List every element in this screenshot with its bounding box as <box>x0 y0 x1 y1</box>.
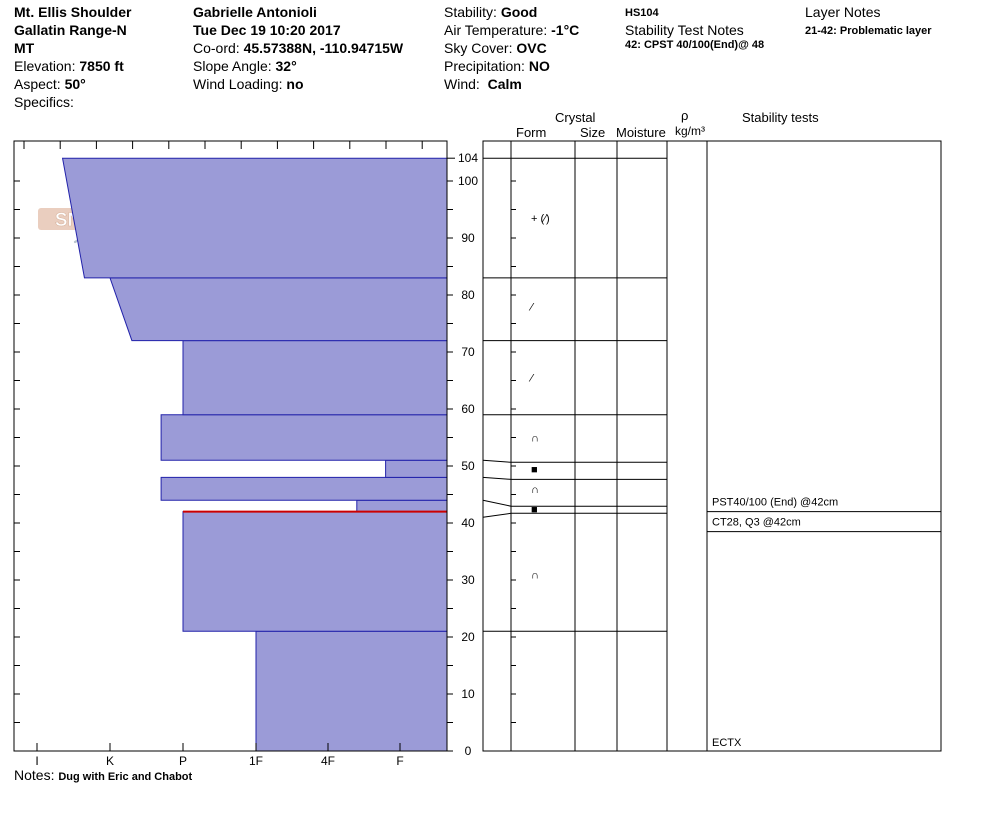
slope-angle: Slope Angle: 32° <box>193 58 297 74</box>
wind-loading: Wind Loading: no <box>193 76 304 92</box>
layer-notes-text: 21-42: Problematic layer <box>805 25 932 37</box>
layers-table-frame <box>482 140 942 752</box>
density-unit: kg/m³ <box>675 124 705 138</box>
aspect: Aspect: 50° <box>14 76 86 92</box>
hardness-tick-label: P <box>179 754 187 768</box>
layer-connector <box>482 459 512 463</box>
crystal-form-symbol: ⁄ <box>528 301 535 313</box>
hardness-layer-bar <box>61 157 448 279</box>
air-temperature: Air Temperature: -1°C <box>444 22 580 38</box>
hardness-tick-label: 4F <box>321 754 335 768</box>
specifics-label: Specifics: <box>14 94 74 110</box>
hs-tick-label: 104 <box>458 151 478 165</box>
coordinates: Co-ord: 45.57388N, -110.94715W <box>193 40 404 56</box>
hardness-tick-label: 1F <box>249 754 263 768</box>
crystal-form-symbol: ∩ <box>531 484 539 496</box>
stability-notes-title: Stability Test Notes <box>625 22 744 38</box>
layer-notes-title: Layer Notes <box>805 4 881 20</box>
location-state: MT <box>14 40 35 56</box>
height-tick-label: 60 <box>461 402 475 416</box>
stability-test-label: ECTX <box>712 737 742 749</box>
notes: Notes: Dug with Eric and Chabot <box>14 767 193 783</box>
crystal-form-symbol: ∩ <box>531 433 539 445</box>
sky-cover: Sky Cover: OVC <box>444 40 547 56</box>
hardness-layer-bar <box>182 340 448 416</box>
height-tick-label: 80 <box>461 288 475 302</box>
crystal-header: Crystal <box>555 110 596 125</box>
height-tick-label: 0 <box>465 744 472 758</box>
hardness-tick-label: I <box>35 754 38 768</box>
height-tick-label: 70 <box>461 345 475 359</box>
precipitation: Precipitation: NO <box>444 58 550 74</box>
crystal-form-symbol: + (⁄) <box>531 213 550 225</box>
height-tick-label: 30 <box>461 573 475 587</box>
hardness-layer-bar <box>109 277 448 342</box>
stability-notes-text: 42: CPST 40/100(End)@ 48 <box>625 39 765 51</box>
layer-connector <box>482 499 512 507</box>
height-tick-label: 100 <box>458 174 478 188</box>
hardness-layer-bar <box>182 511 448 632</box>
stability-test-label: PST40/100 (End) @42cm <box>712 497 838 509</box>
wind: Wind: Calm <box>444 76 522 92</box>
height-tick-label: 40 <box>461 516 475 530</box>
size-header: Size <box>580 125 606 140</box>
hardness-tick-label: K <box>106 754 114 768</box>
height-tick-label: 90 <box>461 231 475 245</box>
hardness-tick-label: F <box>396 754 403 768</box>
stability-tests-header: Stability tests <box>742 110 819 125</box>
crystal-form-symbol: ⁄ <box>528 373 535 385</box>
height-tick-label: 20 <box>461 630 475 644</box>
hardness-layer-bar <box>255 630 448 752</box>
hardness-layer-bar <box>160 414 448 461</box>
height-tick-label: 10 <box>461 687 475 701</box>
density-symbol: ρ <box>681 108 689 123</box>
location-name: Mt. Ellis Shoulder <box>14 4 132 20</box>
hardness-frame <box>13 140 448 752</box>
moisture-header: Moisture <box>616 125 666 140</box>
crystal-form-symbol: ■ <box>531 504 538 516</box>
layer-connector <box>482 476 512 480</box>
hardness-layer-bar <box>356 499 448 513</box>
snow-height: HS104 <box>625 7 659 19</box>
crystal-form-symbol: ∩ <box>531 569 539 581</box>
height-tick-label: 50 <box>461 459 475 473</box>
location-range: Gallatin Range-N <box>14 22 127 38</box>
hardness-layer-bar <box>385 459 448 478</box>
date-time: Tue Dec 19 10:20 2017 <box>193 22 341 38</box>
layer-connector <box>482 512 512 518</box>
hardness-layer-bar <box>160 476 448 501</box>
elevation: Elevation: 7850 ft <box>14 58 124 74</box>
observer: Gabrielle Antonioli <box>193 4 317 20</box>
stability-test-label: CT28, Q3 @42cm <box>712 517 801 529</box>
form-header: Form <box>516 125 547 140</box>
stability-rating: Stability: Good <box>444 4 538 20</box>
crystal-form-symbol: ■ <box>531 464 538 476</box>
